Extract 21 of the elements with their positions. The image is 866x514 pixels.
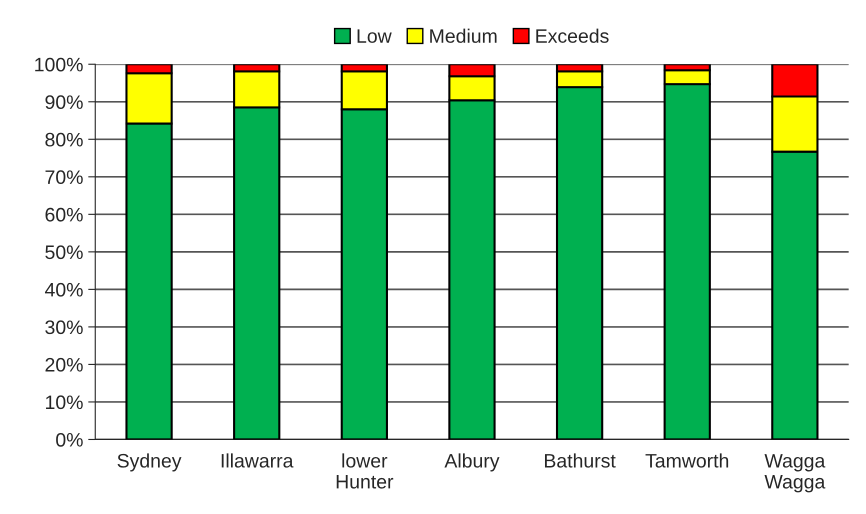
y-tick-label: 70% [46, 170, 83, 184]
y-tick-label: 20% [46, 358, 83, 372]
y-tick-label: 90% [45, 95, 83, 110]
y-tick-label: 40% [44, 282, 83, 297]
legend-label: Medium [430, 28, 497, 43]
y-tick-label: 50% [45, 245, 83, 260]
x-tick-label: Albury [444, 453, 500, 472]
legend-label: Low [358, 29, 392, 43]
y-tick-label: 0% [56, 432, 83, 447]
y-tick-label: 60% [46, 208, 83, 222]
legend-label: Exceeds [536, 28, 609, 43]
y-tick-label: 10% [46, 395, 83, 410]
y-tick-label: 30% [45, 320, 83, 334]
y-tick-label: 100% [35, 58, 83, 72]
x-tick-label: Bathurst [544, 453, 616, 468]
x-tick-label: Tamworth [646, 453, 728, 468]
y-tick-label: 80% [45, 132, 83, 147]
x-tick-label: Sydney [118, 453, 182, 472]
x-tick-label: lower Hunter [336, 453, 394, 489]
x-tick-label: Wagga Wagga [764, 454, 826, 492]
x-tick-label: Illawarra [222, 453, 294, 468]
